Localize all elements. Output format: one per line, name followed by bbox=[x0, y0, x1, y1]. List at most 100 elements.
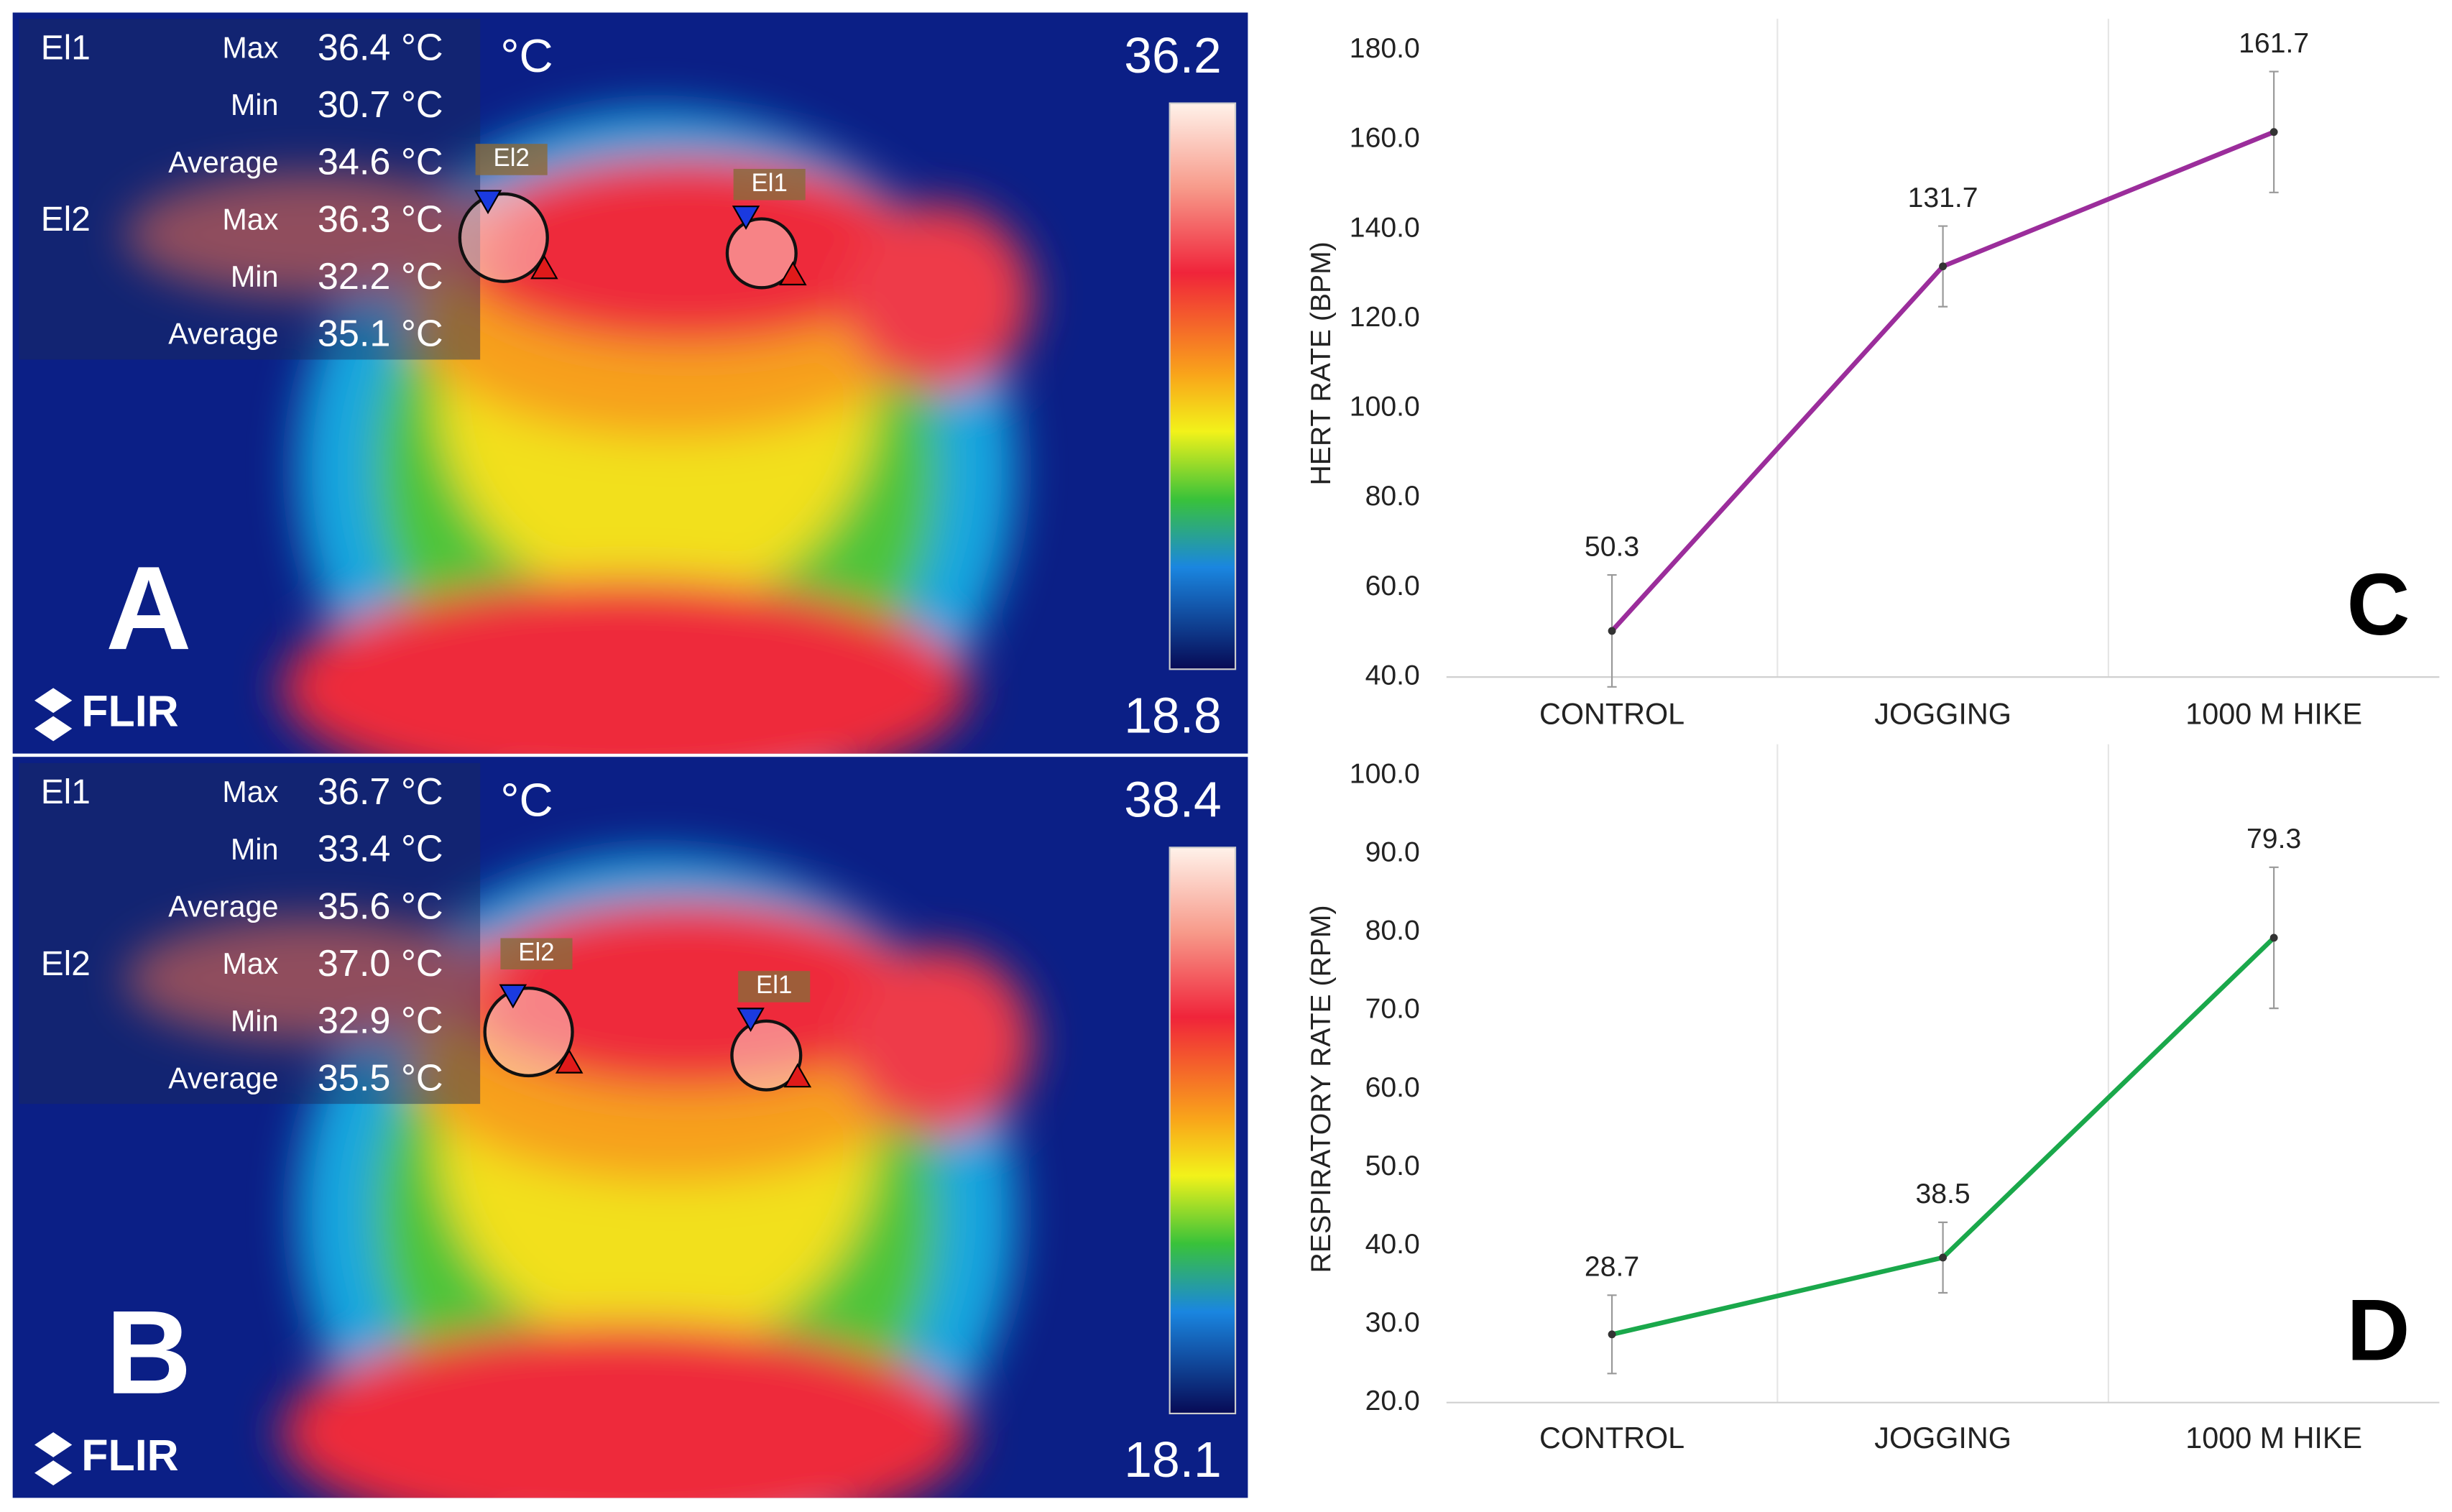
point bbox=[2269, 934, 2278, 942]
readout-label: Average bbox=[168, 1061, 278, 1094]
y-tick-label: 80.0 bbox=[1365, 916, 1420, 946]
unit: °C bbox=[500, 29, 553, 82]
color-scale bbox=[1169, 847, 1237, 1415]
y-tick-label: 100.0 bbox=[1350, 392, 1420, 423]
max-marker bbox=[555, 1048, 584, 1074]
readout-label: Min bbox=[231, 260, 279, 293]
roi-name: El2 bbox=[518, 938, 554, 966]
max-marker bbox=[783, 1063, 812, 1088]
min-marker bbox=[732, 206, 760, 230]
readout-label: Average bbox=[168, 318, 278, 351]
roi-circle bbox=[483, 986, 574, 1078]
readout-value: 36.7 °C bbox=[318, 771, 443, 813]
min-marker bbox=[499, 984, 527, 1009]
readout-value: 37.0 °C bbox=[318, 943, 443, 985]
panel-label: B bbox=[106, 1286, 191, 1419]
color-scale bbox=[1169, 102, 1237, 670]
readout-value: 35.5 °C bbox=[318, 1057, 443, 1099]
point bbox=[1608, 627, 1616, 635]
y-tick-label: 60.0 bbox=[1365, 571, 1420, 601]
y-tick-label: 20.0 bbox=[1365, 1386, 1420, 1416]
readout-label: Min bbox=[231, 1005, 279, 1038]
x-tick-label: JOGGING bbox=[1874, 697, 2011, 730]
readout-label: Max bbox=[222, 32, 278, 65]
value-label: 131.7 bbox=[1908, 183, 1978, 213]
y-tick-label: 120.0 bbox=[1350, 302, 1420, 333]
y-tick-label: 70.0 bbox=[1365, 994, 1420, 1025]
readout-value: 35.6 °C bbox=[318, 885, 443, 927]
roi-tag bbox=[733, 168, 806, 200]
roi-circle bbox=[725, 217, 798, 290]
readout-box bbox=[19, 762, 481, 1105]
readout-value: 36.3 °C bbox=[318, 198, 443, 240]
y-tick-label: 40.0 bbox=[1365, 660, 1420, 691]
panel-label: A bbox=[106, 542, 191, 675]
value-label: 38.5 bbox=[1915, 1179, 1970, 1209]
readout-label: Average bbox=[168, 146, 278, 179]
x-tick-label: JOGGING bbox=[1874, 1421, 2011, 1455]
readout-box bbox=[19, 19, 481, 360]
max-marker bbox=[530, 254, 558, 280]
readout-label: Min bbox=[231, 88, 279, 121]
point bbox=[2269, 128, 2278, 137]
x-tick-label: 1000 M HIKE bbox=[2185, 697, 2362, 730]
x-tick-label: CONTROL bbox=[1539, 697, 1684, 730]
panel-label: C bbox=[2347, 556, 2410, 653]
logo-icon bbox=[34, 688, 73, 742]
readout-label: Max bbox=[222, 947, 278, 980]
roi-tag bbox=[738, 971, 811, 1002]
scale-max: 38.4 bbox=[1124, 772, 1221, 828]
readout-name: El1 bbox=[41, 773, 91, 811]
point bbox=[1939, 1253, 1948, 1262]
thermal-panel: El1 Max 36.4 °C Min 30.7 °C Average 34.6 °C El2… bbox=[13, 12, 1248, 829]
unit: °C bbox=[500, 774, 553, 826]
y-tick-label: 80.0 bbox=[1365, 481, 1420, 512]
readout-label: Max bbox=[222, 203, 278, 236]
y-tick-label: 100.0 bbox=[1350, 759, 1420, 790]
readout-value: 36.4 °C bbox=[318, 27, 443, 68]
readout-name: El1 bbox=[41, 29, 91, 67]
y-tick-label: 40.0 bbox=[1365, 1229, 1420, 1260]
x-tick-label: CONTROL bbox=[1539, 1421, 1684, 1455]
roi-name: El1 bbox=[752, 169, 788, 197]
roi-circle bbox=[730, 1019, 803, 1092]
scale-min: 18.8 bbox=[1124, 687, 1221, 743]
max-marker bbox=[779, 261, 807, 286]
roi-circle bbox=[458, 192, 549, 283]
y-tick-label: 50.0 bbox=[1365, 1151, 1420, 1181]
readout-name: El2 bbox=[41, 945, 91, 983]
panel-label: D bbox=[2347, 1281, 2410, 1378]
y-axis-label: HERT RATE (BPM) bbox=[1306, 241, 1337, 485]
chart: 40.0 60.0 80.0 100.0 120.0 140.0 160.0 180.0 HER… bbox=[1306, 19, 2440, 730]
thermal-panel: El1 Max 36.7 °C Min 33.4 °C Average 35.6 °C El2… bbox=[13, 757, 1248, 1512]
value-label: 79.3 bbox=[2246, 824, 2301, 854]
roi-name: El1 bbox=[756, 971, 792, 999]
value-label: 50.3 bbox=[1585, 531, 1639, 562]
point bbox=[1608, 1330, 1616, 1339]
readout-value: 34.6 °C bbox=[318, 142, 443, 183]
readout-value: 30.7 °C bbox=[318, 84, 443, 126]
roi-tag bbox=[500, 938, 573, 969]
y-tick-label: 30.0 bbox=[1365, 1307, 1420, 1338]
min-marker bbox=[474, 190, 502, 215]
logo: FLIR bbox=[81, 1431, 178, 1480]
y-tick-label: 180.0 bbox=[1350, 33, 1420, 64]
roi-tag bbox=[475, 144, 548, 175]
readout-value: 32.9 °C bbox=[318, 1000, 443, 1042]
readout-value: 35.1 °C bbox=[318, 313, 443, 355]
value-label: 28.7 bbox=[1585, 1252, 1639, 1283]
chart: 20.0 30.0 40.0 50.0 60.0 70.0 80.0 90.0 100.0 RES… bbox=[1306, 744, 2440, 1455]
y-tick-label: 140.0 bbox=[1350, 212, 1420, 243]
x-tick-label: 1000 M HIKE bbox=[2185, 1421, 2362, 1455]
scale-min: 18.1 bbox=[1124, 1432, 1221, 1488]
readout-label: Max bbox=[222, 775, 278, 808]
readout-label: Average bbox=[168, 890, 278, 923]
y-tick-label: 90.0 bbox=[1365, 837, 1420, 868]
logo: FLIR bbox=[81, 686, 178, 735]
y-axis-label: RESPIRATORY RATE (RPM) bbox=[1306, 905, 1337, 1273]
y-tick-label: 160.0 bbox=[1350, 123, 1420, 154]
value-label: 161.7 bbox=[2239, 28, 2309, 59]
min-marker bbox=[737, 1008, 765, 1033]
